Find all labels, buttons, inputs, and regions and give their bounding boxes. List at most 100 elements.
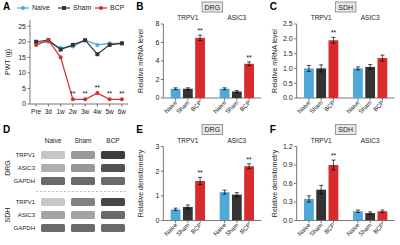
y-tick-label: 1.5 (283, 50, 293, 57)
error-stem (382, 55, 383, 61)
error-cap (368, 69, 372, 70)
x-tick (36, 104, 37, 107)
error-stem (308, 196, 309, 202)
band (101, 151, 125, 159)
marker (120, 97, 124, 101)
marker (108, 97, 112, 101)
bar (304, 68, 314, 98)
x-tick (48, 104, 49, 107)
error-cap (356, 212, 360, 213)
error-cap (319, 64, 323, 65)
x-tick (321, 98, 322, 101)
y-tick (161, 98, 164, 99)
subtitle: SDH (338, 126, 353, 133)
marker (83, 97, 87, 101)
row-label: TRPV1 (16, 152, 36, 158)
subtitle-box (335, 125, 356, 135)
annotation: ** (198, 169, 204, 176)
error-cap (235, 192, 239, 193)
error-stem (333, 37, 334, 43)
band (101, 198, 125, 206)
bar (171, 89, 181, 98)
error-cap (223, 190, 227, 191)
error-stem (357, 67, 358, 70)
y-tick (28, 88, 31, 89)
x-tick-label: 2w (69, 108, 78, 115)
series-line (36, 40, 122, 99)
error-cap (223, 87, 227, 88)
annotation: ** (331, 152, 337, 159)
y-tick (28, 57, 31, 58)
legend-marker (21, 6, 25, 10)
bar (171, 209, 181, 220)
error-cap (319, 193, 323, 194)
y-tick (28, 41, 31, 42)
x-tick-label: Sham (175, 222, 190, 237)
y-tick (294, 220, 297, 221)
x-tick (224, 98, 225, 101)
x-tick-label: 3d (45, 108, 53, 115)
marker (95, 43, 99, 47)
group-label: TRPV1 (311, 14, 332, 21)
x-tick (308, 221, 309, 224)
subtitle: SDH (338, 4, 353, 11)
band (41, 177, 65, 185)
marker (108, 43, 112, 47)
y-tick-label: 2 (155, 76, 159, 83)
x-tick (357, 221, 358, 224)
error-cap (247, 61, 251, 62)
band (71, 198, 95, 206)
y-tick (161, 146, 164, 147)
group-label: ASIC3 (361, 137, 380, 144)
plot-area (304, 160, 387, 220)
row-label: ASIC3 (18, 212, 36, 218)
y-tick-label: 0.5 (283, 80, 293, 87)
y-tick-label: 1 (155, 192, 159, 199)
error-cap (174, 89, 178, 90)
x-tick (72, 104, 73, 107)
x-tick (109, 104, 110, 107)
plot-area (304, 37, 387, 98)
y-tick-label: 1.2 (283, 143, 293, 150)
error-cap (319, 71, 323, 72)
marker (71, 97, 75, 101)
error-bar (331, 160, 335, 170)
x-tick-label: BCP (239, 99, 252, 112)
error-bar (319, 185, 323, 194)
error-cap (235, 92, 239, 93)
x-tick (382, 98, 383, 101)
error-bar (186, 205, 190, 209)
error-bar (235, 193, 239, 197)
annotation: ** (95, 84, 101, 91)
error-cap (186, 89, 190, 90)
row-label: ASIC3 (18, 165, 36, 171)
error-stem (321, 65, 322, 72)
error-cap (307, 202, 311, 203)
y-axis-line (163, 147, 164, 221)
x-tick (249, 98, 250, 101)
y-tick-label: 0.0 (283, 217, 293, 224)
y-axis-label: Relative mRNA level (271, 29, 278, 93)
y-tick-label: 1.0 (283, 65, 293, 72)
marker (95, 52, 99, 56)
y-tick-label: 15 (18, 54, 26, 61)
x-tick-label: BCP (323, 99, 336, 112)
y-tick (294, 24, 297, 25)
x-tick (308, 98, 309, 101)
annotation: ** (247, 54, 253, 61)
x-tick-label: 5w (105, 108, 114, 115)
y-tick (28, 26, 31, 27)
legend-label: BCP (110, 4, 125, 11)
panel-letter: F (270, 124, 276, 135)
y-tick (294, 83, 297, 84)
y-axis-label: PWT (g) (4, 49, 12, 75)
plot-area (171, 35, 254, 98)
x-tick-label: Sham (224, 222, 239, 237)
x-tick-label: Sham (224, 99, 239, 114)
error-cap (307, 65, 311, 66)
annotation: ** (198, 27, 204, 34)
panel: F0.00.30.60.91.2Relative densitometryNai… (270, 124, 395, 238)
error-cap (368, 211, 372, 212)
error-bar (331, 37, 335, 43)
bar (353, 211, 363, 220)
